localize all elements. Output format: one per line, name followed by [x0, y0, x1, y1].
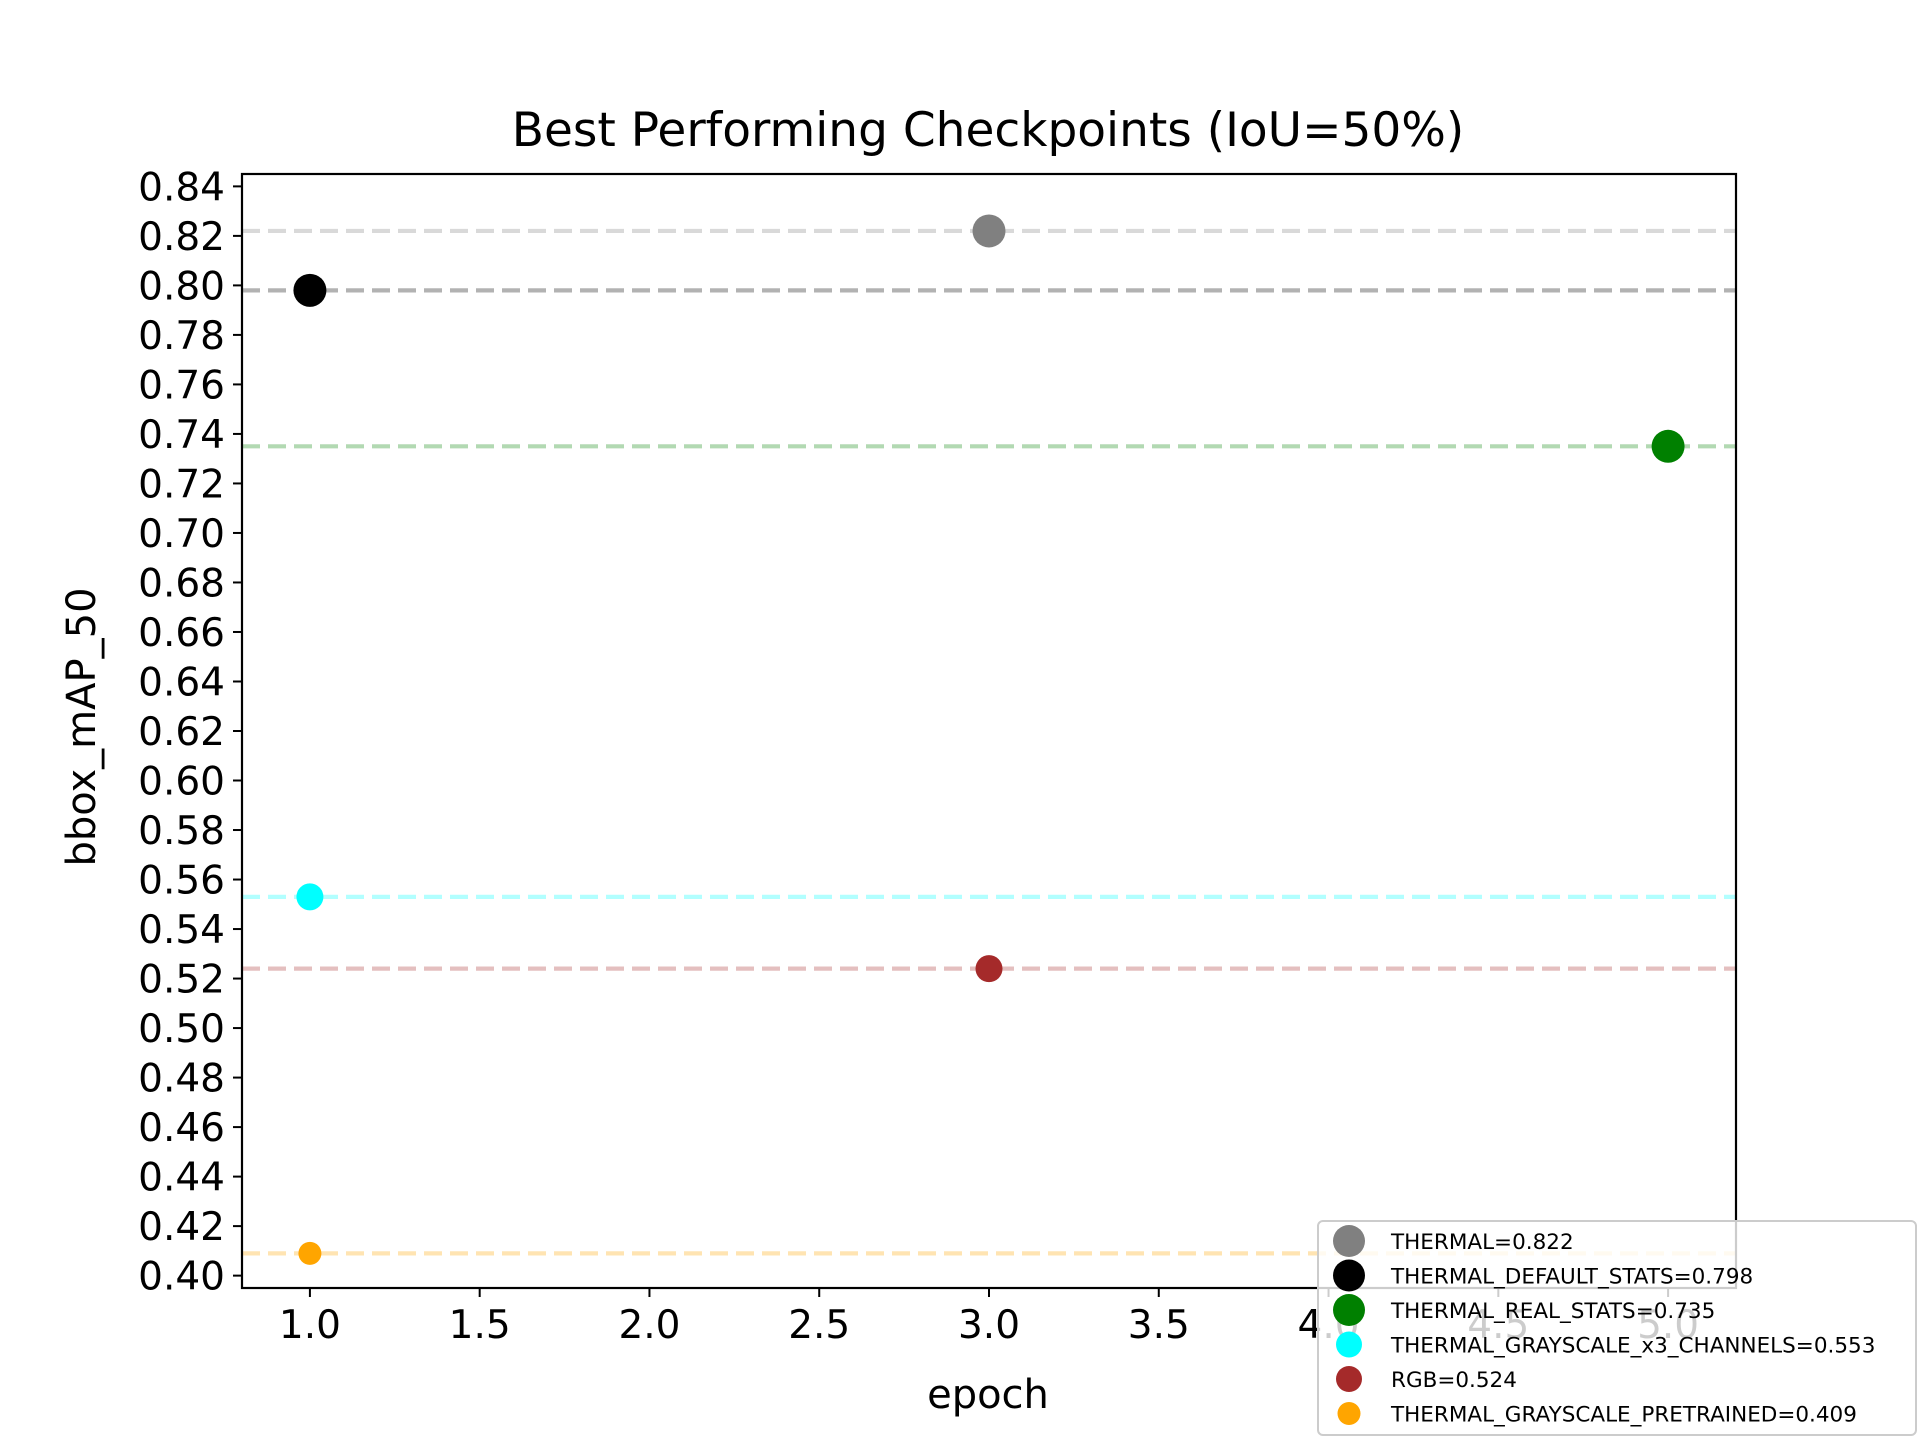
y-tick-label: 0.50 [138, 1007, 225, 1052]
legend-marker-0 [1333, 1225, 1365, 1257]
y-axis-label: bbox_mAP_50 [59, 587, 105, 866]
data-points [293, 214, 1685, 1265]
legend-label-4: RGB=0.524 [1391, 1368, 1517, 1393]
legend: THERMAL=0.822 THERMAL_DEFAULT_STATS=0.798… [1317, 1220, 1917, 1436]
reference-lines [242, 228, 1736, 1256]
legend-box [1317, 1220, 1917, 1436]
x-tick-label: 3.5 [1128, 1303, 1190, 1348]
legend-label-1: THERMAL_DEFAULT_STATS=0.798 [1390, 1265, 1753, 1290]
y-tick-label: 0.66 [138, 611, 225, 656]
y-tick-label: 0.44 [138, 1156, 225, 1201]
legend-marker-1 [1333, 1259, 1365, 1292]
y-tick-label: 0.76 [138, 363, 225, 408]
x-tick-label: 2.5 [788, 1303, 850, 1348]
y-tick-label: 0.52 [138, 958, 225, 1003]
data-point-3 [296, 883, 324, 911]
legend-label-2: THERMAL_REAL_STATS=0.735 [1390, 1299, 1715, 1324]
data-point-0 [972, 214, 1006, 248]
y-tick-label: 0.80 [138, 264, 225, 309]
legend-label-3: THERMAL_GRAYSCALE_x3_CHANNELS=0.553 [1390, 1334, 1875, 1359]
y-tick-label: 0.56 [138, 859, 225, 904]
y-tick-label: 0.46 [138, 1106, 225, 1151]
y-tick-label: 0.70 [138, 512, 225, 557]
chart-title: Best Performing Checkpoints (IoU=50%) [512, 103, 1465, 158]
x-tick-label: 1.5 [449, 1303, 511, 1348]
data-point-2 [1651, 429, 1685, 463]
y-tick-label: 0.68 [138, 561, 225, 606]
legend-marker-5 [1337, 1402, 1361, 1425]
x-axis-label: epoch [927, 1372, 1049, 1418]
y-tick-label: 0.78 [138, 314, 225, 359]
legend-marker-3 [1336, 1331, 1362, 1358]
legend-marker-4 [1336, 1366, 1362, 1392]
legend-label-5: THERMAL_GRAYSCALE_PRETRAINED=0.409 [1390, 1403, 1857, 1428]
y-tick-label: 0.62 [138, 710, 225, 755]
y-tick-label: 0.60 [138, 760, 225, 805]
data-point-4 [975, 955, 1003, 983]
y-tick-label: 0.64 [138, 660, 225, 705]
x-tick-label: 2.0 [618, 1303, 680, 1348]
y-tick-label: 0.74 [138, 413, 225, 458]
data-point-5 [298, 1241, 322, 1265]
y-tick-label: 0.40 [138, 1255, 225, 1300]
y-tick-label: 0.42 [138, 1205, 225, 1250]
data-point-1 [293, 273, 327, 307]
x-tick-label: 3.0 [958, 1303, 1020, 1348]
y-tick-label: 0.48 [138, 1057, 225, 1102]
y-axis-ticks: 0.40 0.420.44 0.460.48 0.500.52 0.540.56 0.58… [138, 165, 242, 1300]
y-tick-label: 0.82 [138, 215, 225, 260]
legend-label-0: THERMAL=0.822 [1390, 1230, 1574, 1255]
x-tick-label: 1.0 [279, 1303, 341, 1348]
y-tick-label: 0.54 [138, 908, 225, 953]
y-tick-label: 0.84 [138, 165, 225, 210]
y-tick-label: 0.58 [138, 809, 225, 854]
legend-marker-2 [1333, 1294, 1365, 1326]
y-tick-label: 0.72 [138, 462, 225, 507]
